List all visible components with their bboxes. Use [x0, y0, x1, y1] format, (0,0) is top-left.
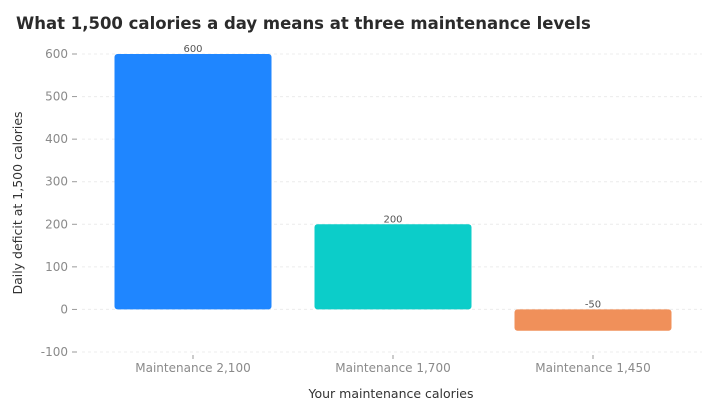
y-tick-label: 500 — [45, 90, 68, 104]
x-tick-label: Maintenance 1,450 — [535, 361, 650, 375]
y-axis: -100 0 100 200 300 400 500 600 — [41, 47, 77, 359]
bar — [314, 224, 472, 310]
bar — [514, 309, 672, 331]
y-tick-label: 300 — [45, 175, 68, 189]
bars: 600 200 -50 — [114, 44, 672, 331]
y-tick-label: 200 — [45, 217, 68, 231]
y-tick-label: 0 — [60, 302, 68, 316]
y-tick-label: 400 — [45, 132, 68, 146]
x-axis-label: Your maintenance calories — [308, 386, 474, 401]
y-tick-label: 600 — [45, 47, 68, 61]
x-axis: Maintenance 2,100 Maintenance 1,700 Mainte… — [135, 355, 651, 375]
x-tick-label: Maintenance 2,100 — [135, 361, 250, 375]
data-label: -50 — [585, 299, 601, 310]
chart-title: What 1,500 calories a day means at three… — [16, 14, 591, 33]
y-tick-label: 100 — [45, 260, 68, 274]
data-label: 600 — [183, 44, 202, 55]
bar — [114, 54, 272, 310]
y-tick-label: -100 — [41, 345, 68, 359]
x-tick-label: Maintenance 1,700 — [335, 361, 450, 375]
data-label: 200 — [383, 214, 402, 225]
y-axis-label: Daily deficit at 1,500 calories — [10, 111, 25, 294]
